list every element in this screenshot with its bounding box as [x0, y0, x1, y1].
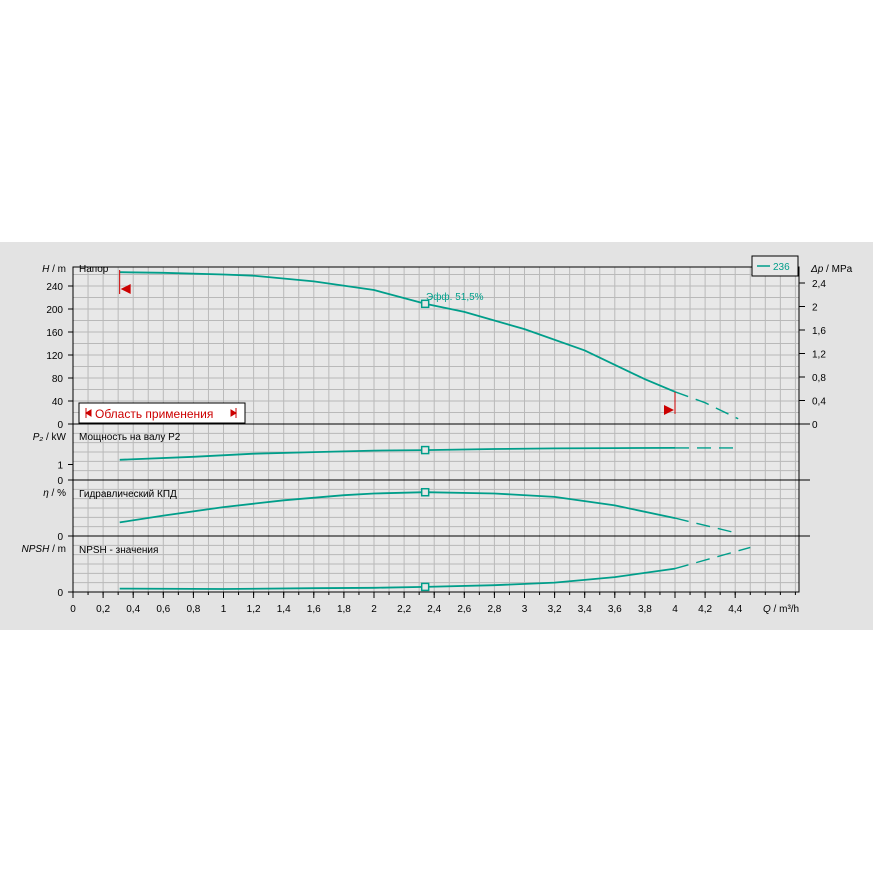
head-y-tick-label: 240 [46, 282, 63, 293]
head-y-tick-label: 120 [46, 351, 63, 362]
right-y-axis-label: Δp / MPa [810, 264, 853, 275]
x-tick-label: 2,2 [397, 604, 411, 615]
x-tick-label: 1,6 [307, 604, 321, 615]
x-tick-label: 0,8 [186, 604, 200, 615]
head-y-tick-label: 200 [46, 305, 63, 316]
npsh-y-tick-label: 0 [57, 588, 63, 599]
range-left-arrow-icon [85, 408, 92, 418]
x-tick-label: 2 [371, 604, 377, 615]
head-y-tick-label: 160 [46, 328, 63, 339]
x-tick-label: 3,8 [638, 604, 652, 615]
right-y-tick-label: 0,8 [812, 373, 826, 384]
efficiency-y-tick-label: 0 [57, 532, 63, 543]
power-y-tick-label: 1 [57, 461, 63, 472]
application-range-label: Область применения [95, 407, 213, 421]
application-range-box [78, 402, 246, 424]
plot-area [73, 267, 799, 592]
right-y-tick-label: 2 [812, 303, 818, 314]
pump-curve-panel: 0 0,2 0,4 0,6 0,8 1 1,2 1,4 1,6 1,8 2 2,2 2,4 2,6 2,8 3… [0, 242, 873, 630]
x-tick-label: 1 [221, 604, 227, 615]
right-y-tick-label: 1,6 [812, 326, 826, 337]
head-y-axis-label: H / m [42, 264, 66, 275]
x-tick-label: 4,2 [698, 604, 712, 615]
x-tick-label: 1,4 [277, 604, 291, 615]
x-tick-label: 4 [672, 604, 678, 615]
power-panel-title: Мощность на валу P2 [79, 432, 181, 443]
legend-box [751, 255, 799, 277]
head-y-tick-label: 80 [52, 374, 64, 385]
head-y-tick-label: 0 [57, 420, 63, 431]
npsh-curve-dashed [674, 546, 751, 570]
efficiency-annotation: Эфф. 51,5% [426, 291, 484, 303]
efficiency-panel-title: Гидравлический КПД [79, 489, 177, 500]
power-curve-solid [119, 446, 676, 461]
x-tick-label: 0,6 [156, 604, 170, 615]
head-y-tick-label: 40 [52, 397, 64, 408]
npsh-y-axis-label: NPSH / m [22, 544, 66, 555]
power-y-tick-label: 0 [57, 476, 63, 487]
right-y-tick-label: 0 [812, 420, 818, 431]
x-tick-label: 0,2 [96, 604, 110, 615]
right-y-tick-label: 0,4 [812, 397, 826, 408]
right-y-tick-label: 2,4 [812, 279, 826, 290]
x-tick-label: 1,8 [337, 604, 351, 615]
x-tick-label: 0,4 [126, 604, 140, 615]
x-tick-label: 3 [522, 604, 528, 615]
power-y-axis-label: P₂ / kW [33, 432, 67, 443]
efficiency-y-axis-label: η / % [43, 488, 66, 499]
pump-curve-chart: 0 0,2 0,4 0,6 0,8 1 1,2 1,4 1,6 1,8 2 2,2 2,4 2,6 2,8 3… [22, 255, 853, 615]
x-tick-label: 3,6 [608, 604, 622, 615]
head-curve-dashed [674, 391, 739, 420]
legend-label-236: 236 [773, 262, 790, 273]
range-limit-left-marker-icon [120, 284, 131, 294]
x-tick-label: 1,2 [247, 604, 261, 615]
x-tick-label: 2,6 [457, 604, 471, 615]
npsh-operating-point [420, 582, 430, 592]
range-right-arrow-icon [230, 408, 237, 418]
x-tick-label: 0 [70, 604, 76, 615]
range-limit-right-marker-icon [664, 405, 674, 415]
x-tick-label: 2,8 [487, 604, 501, 615]
right-y-tick-label: 1,2 [812, 350, 826, 361]
x-tick-label: 4,4 [728, 604, 742, 615]
efficiency-curve-solid [119, 491, 676, 524]
x-tick-label: 2,4 [427, 604, 441, 615]
x-tick-label: 3,4 [578, 604, 592, 615]
power-operating-point [420, 445, 430, 455]
head-operating-point [420, 299, 430, 309]
head-panel-title: Напор [79, 264, 109, 275]
plot-frame [72, 266, 800, 593]
efficiency-operating-point [420, 487, 430, 497]
head-curve-solid [119, 271, 676, 393]
npsh-panel-title: NPSH - значения [79, 545, 158, 556]
x-axis-label: Q / m³/h [763, 604, 799, 615]
x-tick-label: 3,2 [548, 604, 562, 615]
efficiency-curve-dashed [674, 517, 739, 535]
